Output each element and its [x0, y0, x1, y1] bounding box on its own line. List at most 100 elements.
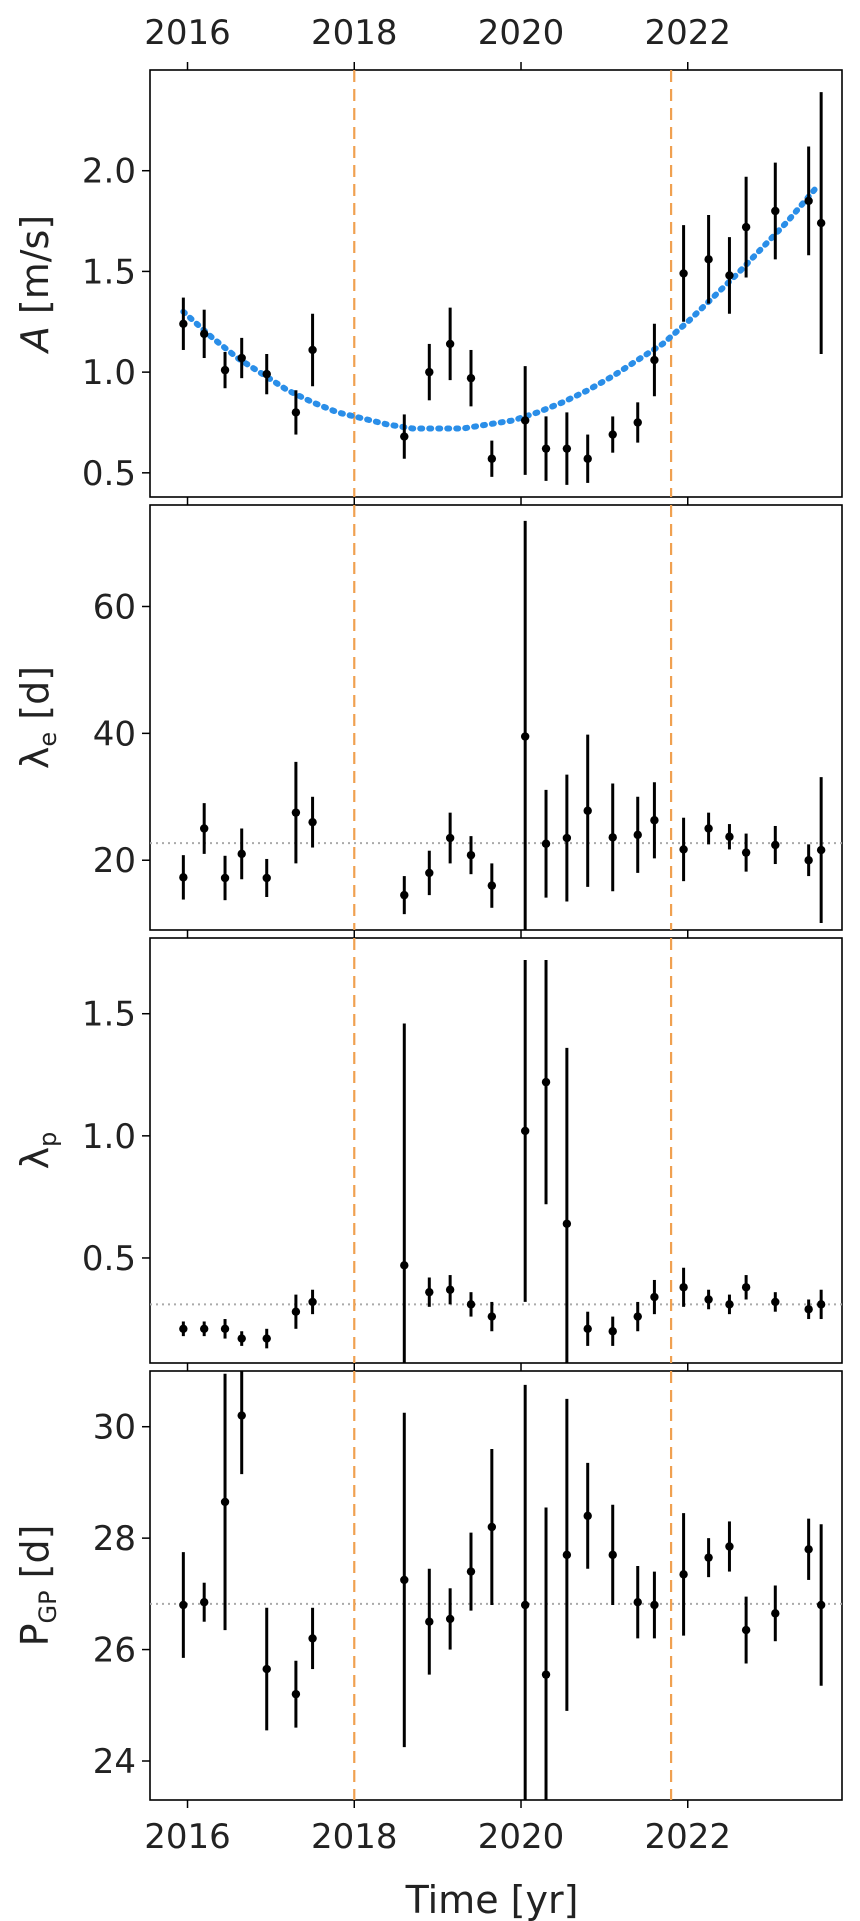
- panel-4: 2016 2018 2020 2022 24 26 28 30 PGP [d]: [13, 1370, 843, 1857]
- data-point: [725, 271, 734, 280]
- data-point: [262, 1664, 271, 1674]
- data-point: [445, 339, 455, 349]
- data-point: [741, 222, 751, 232]
- data-point: [583, 1511, 592, 1521]
- y-tick-label: 0.5: [82, 454, 136, 494]
- y-tick-label: 1.0: [82, 1117, 136, 1157]
- y-axis-label-main: λ: [13, 747, 57, 770]
- data-point: [804, 1545, 813, 1554]
- data-point: [650, 1292, 659, 1302]
- data-point: [816, 218, 826, 228]
- data-point: [262, 873, 271, 883]
- data-point: [562, 833, 572, 843]
- y-axis-label: λe [d]: [13, 666, 62, 769]
- data-point: [541, 444, 551, 453]
- data-point: [179, 873, 188, 882]
- data-point: [679, 1570, 688, 1579]
- data-point: [679, 845, 688, 854]
- data-point: [400, 1575, 409, 1585]
- data-point: [816, 845, 826, 855]
- data-point: [466, 850, 476, 860]
- data-point: [804, 1305, 813, 1314]
- data-point: [445, 833, 455, 843]
- data-point: [804, 856, 813, 865]
- data-point: [445, 1285, 455, 1294]
- y-tick-label: 24: [93, 1742, 136, 1782]
- data-point: [237, 1411, 246, 1420]
- panel-1: 2016 2018 2020 2022 0.5 1.0 1.5 2.0 A [m/s]: [13, 13, 843, 505]
- data-point: [633, 1598, 642, 1607]
- data-point: [771, 840, 780, 850]
- data-point: [520, 1126, 530, 1136]
- y-tick-label: 1.0: [82, 353, 136, 393]
- data-point: [400, 890, 409, 900]
- data-point: [400, 1261, 409, 1270]
- data-point: [608, 430, 617, 439]
- panel-frame: [149, 1370, 843, 1801]
- y-axis-label-unit: [d]: [13, 1525, 57, 1591]
- data-point: [237, 849, 246, 859]
- data-point: [541, 1077, 551, 1087]
- data-point: [425, 1617, 434, 1626]
- y-tick-label: 1.5: [82, 252, 136, 292]
- data-point: [179, 1324, 188, 1334]
- data-point: [650, 816, 659, 825]
- data-point: [608, 1327, 617, 1336]
- data-point: [633, 1312, 642, 1321]
- x-axis-label: Time [yr]: [405, 1878, 579, 1921]
- data-point: [520, 732, 530, 741]
- data-point: [308, 345, 317, 355]
- data-point: [725, 1300, 734, 1309]
- panel-frame: [149, 69, 843, 498]
- data-point: [308, 1634, 317, 1643]
- data-point: [704, 255, 713, 264]
- data-point: [220, 1324, 230, 1334]
- data-point: [562, 444, 572, 453]
- panel-2: 20 40 60 λe [d]: [13, 504, 843, 938]
- y-axis-label-main: A: [13, 326, 57, 355]
- data-point: [445, 1614, 455, 1624]
- data-point: [816, 1600, 826, 1610]
- data-point: [771, 1609, 780, 1618]
- data-point: [633, 830, 642, 840]
- data-point: [199, 824, 209, 833]
- y-tick-label: 40: [93, 714, 136, 754]
- y-axis-label: A [m/s]: [13, 215, 57, 355]
- data-point: [220, 873, 230, 883]
- y-tick-label: 30: [93, 1408, 136, 1448]
- y-axis-label-unit: [d]: [13, 666, 57, 732]
- x-tick-label: 2022: [644, 1817, 731, 1857]
- data-point: [291, 1689, 301, 1699]
- data-point: [291, 808, 301, 817]
- data-point: [308, 817, 317, 827]
- data-point: [804, 196, 813, 206]
- y-tick-label: 28: [93, 1519, 136, 1559]
- data-point: [520, 1600, 530, 1610]
- x-tick-label: 2018: [311, 1817, 398, 1857]
- data-point: [816, 1300, 826, 1309]
- panel-frame: [149, 937, 843, 1364]
- x-tick-label-top: 2016: [144, 13, 231, 53]
- data-point: [262, 1334, 271, 1343]
- data-point: [291, 1307, 301, 1316]
- y-axis-label-main: P: [13, 1624, 57, 1647]
- y-axis-label: PGP [d]: [13, 1525, 62, 1647]
- y-tick-label: 0.5: [82, 1239, 136, 1279]
- data-point: [220, 1497, 230, 1507]
- data-point: [541, 1670, 551, 1679]
- data-point: [741, 1283, 751, 1292]
- data-point: [237, 1334, 246, 1343]
- y-axis-label-subscript: e: [34, 732, 62, 747]
- y-tick-label: 26: [93, 1631, 136, 1671]
- data-point: [466, 373, 476, 383]
- data-point: [650, 1600, 659, 1610]
- data-point: [583, 454, 592, 463]
- y-tick-label: 60: [93, 587, 136, 627]
- x-tick-label-top: 2018: [311, 13, 398, 53]
- data-point: [771, 1297, 780, 1307]
- data-point: [562, 1550, 572, 1560]
- data-point: [583, 1324, 592, 1334]
- data-point: [487, 881, 497, 890]
- data-point: [487, 454, 497, 463]
